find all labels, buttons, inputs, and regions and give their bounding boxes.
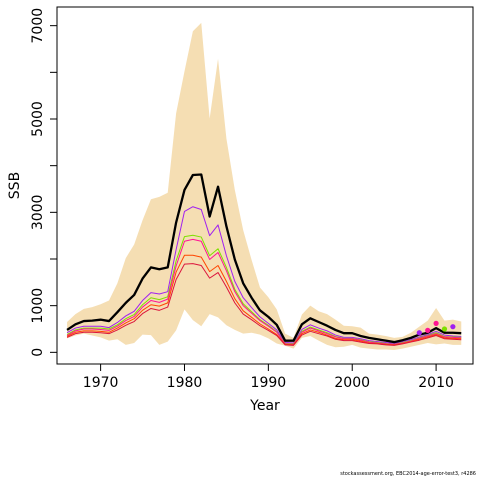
series-line-2 <box>66 206 462 344</box>
series-line-6 <box>66 263 462 346</box>
footnote: stockassessment.org, EBC2014-age-error-t… <box>340 471 476 477</box>
x-tick-label: 1970 <box>83 375 119 391</box>
y-tick-label: 7000 <box>30 8 46 44</box>
marker-point-1 <box>416 330 422 336</box>
series-layer <box>66 173 462 346</box>
marker-point-2 <box>425 327 431 333</box>
x-tick-label: 2010 <box>418 375 454 391</box>
y-tick-label: 1000 <box>30 288 46 324</box>
x-tick-label: 2000 <box>334 375 370 391</box>
x-tick-label: 1990 <box>251 375 287 391</box>
marker-point-4 <box>441 326 448 332</box>
y-tick-label: 3000 <box>30 195 46 231</box>
y-axis: 0 1000 3000 5000 7000 <box>30 8 58 357</box>
y-axis-title: SSB <box>7 172 23 199</box>
x-tick-label: 1980 <box>167 375 203 391</box>
y-tick-label: 0 <box>30 348 46 357</box>
x-axis-title: Year <box>249 398 280 414</box>
series-line-1 <box>66 173 462 344</box>
marker-layer <box>416 320 456 336</box>
marker-point-3 <box>433 320 439 326</box>
marker-point-5 <box>450 324 456 330</box>
x-axis: 1970 1980 1990 2000 2010 <box>83 363 454 391</box>
y-tick-label: 5000 <box>30 101 46 137</box>
